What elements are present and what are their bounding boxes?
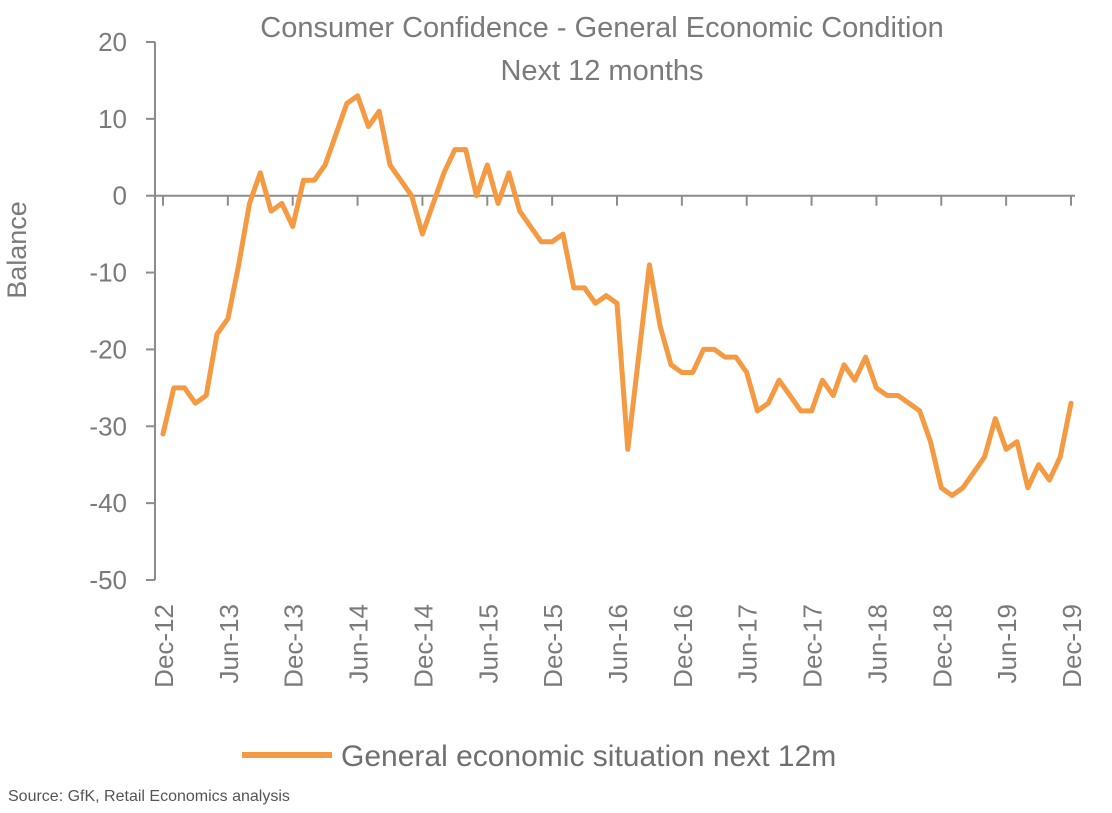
chart-subtitle: Next 12 months <box>500 55 703 87</box>
x-tick-label: Jun-16 <box>603 604 633 684</box>
x-tick-label: Dec-12 <box>149 604 179 688</box>
x-tick-label: Jun-15 <box>473 604 503 684</box>
x-tick-label: Dec-15 <box>538 604 568 688</box>
y-tick-label: -10 <box>89 258 127 288</box>
y-tick-labels: 20 10 0 -10 -20 -30 -40 -50 <box>89 27 127 595</box>
y-tick-label: -40 <box>89 488 127 518</box>
series-layer <box>160 93 1074 498</box>
y-tick-label: -30 <box>89 411 127 441</box>
x-tick-label: Jun-17 <box>733 604 763 684</box>
axes <box>146 41 1075 581</box>
x-tick-label: Dec-17 <box>798 604 828 688</box>
y-tick-label: 0 <box>113 181 127 211</box>
legend-label: General economic situation next 12m <box>341 740 836 773</box>
x-tick-label: Dec-19 <box>1057 604 1087 688</box>
y-tick-label: -20 <box>89 334 127 364</box>
x-tick-labels: Dec-12 Jun-13 Dec-13 Jun-14 Dec-14 Jun-15 Dec-… <box>149 604 1087 688</box>
x-tick-label: Jun-14 <box>344 604 374 684</box>
x-tick-label: Jun-18 <box>862 604 892 684</box>
legend: General economic situation next 12m <box>242 740 836 773</box>
y-tick-label: -50 <box>89 565 127 595</box>
y-tick-label: 10 <box>98 104 127 134</box>
source-note: Source: GfK, Retail Economics analysis <box>8 788 290 805</box>
chart-title: Consumer Confidence - General Economic C… <box>260 12 943 44</box>
y-axis-title: Balance <box>2 201 32 299</box>
x-tick-label: Dec-18 <box>927 604 957 688</box>
series-line <box>160 93 1074 498</box>
x-tick-label: Dec-14 <box>408 604 438 688</box>
x-tick-label: Dec-13 <box>279 604 309 688</box>
x-tick-label: Jun-13 <box>214 604 244 684</box>
x-tick-label: Dec-16 <box>668 604 698 688</box>
y-tick-label: 20 <box>98 27 127 57</box>
x-tick-label: Jun-19 <box>992 604 1022 684</box>
